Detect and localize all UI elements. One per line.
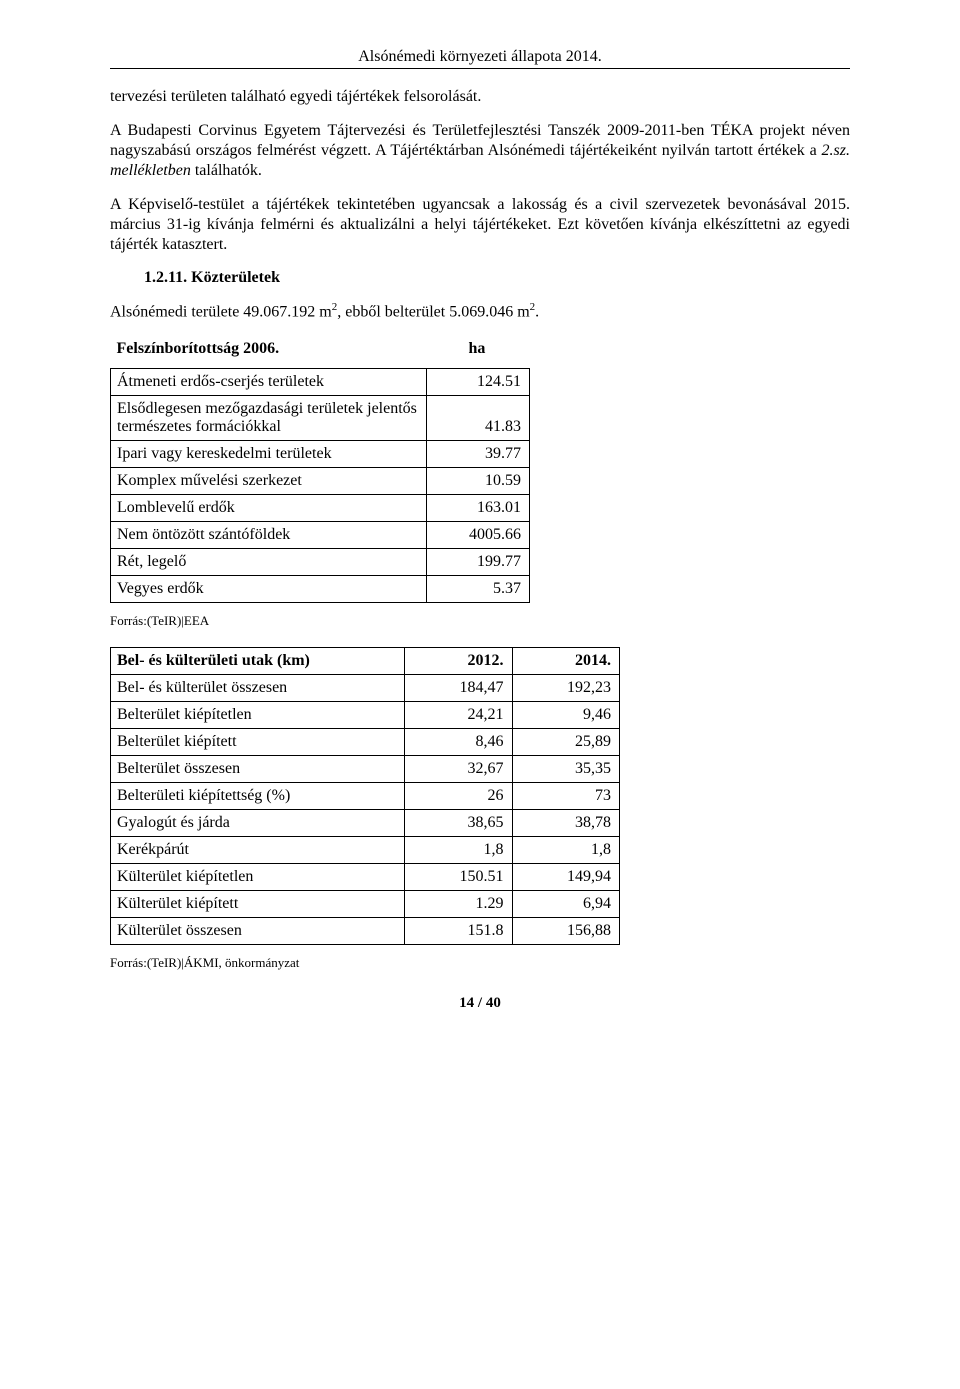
table-row: Külterület kiépítetlen 150.51 149,94	[111, 864, 620, 891]
table-row: Külterület kiépített 1.29 6,94	[111, 891, 620, 918]
table-row: Gyalogút és járda 38,65 38,78	[111, 810, 620, 837]
section-heading: 1.2.11. Közterületek	[144, 269, 850, 287]
cell: Külterület kiépített	[111, 891, 405, 918]
cell: 8,46	[405, 729, 512, 756]
cell: 35,35	[512, 756, 619, 783]
cell-label: Vegyes erdők	[111, 576, 427, 603]
cell: 156,88	[512, 918, 619, 945]
table-row: Vegyes erdők 5.37	[111, 576, 530, 603]
table2-source: Forrás:(TeIR)|ÁKMI, önkormányzat	[110, 955, 850, 971]
table1-source: Forrás:(TeIR)|EEA	[110, 613, 850, 629]
cell-value: 199.77	[426, 549, 529, 576]
cell: Belterületi kiépítettség (%)	[111, 783, 405, 810]
cell: Külterület összesen	[111, 918, 405, 945]
cell-value: 4005.66	[426, 522, 529, 549]
cell: 150.51	[405, 864, 512, 891]
cell: Belterület kiépítetlen	[111, 702, 405, 729]
table-row: Belterületi kiépítettség (%) 26 73	[111, 783, 620, 810]
cell: Belterület összesen	[111, 756, 405, 783]
table-row: Bel- és külterületi utak (km) 2012. 2014…	[111, 648, 620, 675]
table-row: Belterület összesen 32,67 35,35	[111, 756, 620, 783]
paragraph-2: A Budapesti Corvinus Egyetem Tájtervezés…	[110, 121, 850, 181]
cell-label: Rét, legelő	[111, 549, 427, 576]
table-row: Nem öntözött szántóföldek 4005.66	[111, 522, 530, 549]
cell-label: Komplex művelési szerkezet	[111, 468, 427, 495]
cell: 38,65	[405, 810, 512, 837]
cell: 151.8	[405, 918, 512, 945]
table-row: Átmeneti erdős-cserjés területek 124.51	[111, 369, 530, 396]
cell-label: Elsődlegesen mezőgazdasági területek jel…	[111, 396, 427, 441]
cell: Gyalogút és járda	[111, 810, 405, 837]
roads-table: Bel- és külterületi utak (km) 2012. 2014…	[110, 647, 620, 945]
cell: 1,8	[512, 837, 619, 864]
cell: 149,94	[512, 864, 619, 891]
cell: 1,8	[405, 837, 512, 864]
table-row: Külterület összesen 151.8 156,88	[111, 918, 620, 945]
cell: Külterület kiépítetlen	[111, 864, 405, 891]
page-number: 14 / 40	[110, 995, 850, 1012]
cell-value: 163.01	[426, 495, 529, 522]
cell: 26	[405, 783, 512, 810]
table-row: Elsődlegesen mezőgazdasági területek jel…	[111, 396, 530, 441]
cell: 192,23	[512, 675, 619, 702]
th-2: 2014.	[512, 648, 619, 675]
paragraph-1: tervezési területen található egyedi táj…	[110, 87, 850, 107]
cell: 25,89	[512, 729, 619, 756]
header-title: Alsónémedi környezeti állapota 2014.	[358, 48, 601, 65]
cell-value: 124.51	[426, 369, 529, 396]
cell: 6,94	[512, 891, 619, 918]
cell-value: 10.59	[426, 468, 529, 495]
cell: 184,47	[405, 675, 512, 702]
table1-title: Felszínborítottság 2006.	[111, 336, 427, 369]
th-0: Bel- és külterületi utak (km)	[111, 648, 405, 675]
cell-label: Ipari vagy kereskedelmi területek	[111, 441, 427, 468]
cell-label: Átmeneti erdős-cserjés területek	[111, 369, 427, 396]
cell-label: Nem öntözött szántóföldek	[111, 522, 427, 549]
table-row: Rét, legelő 199.77	[111, 549, 530, 576]
cell: 38,78	[512, 810, 619, 837]
cell-value: 41.83	[426, 396, 529, 441]
table-row: Bel- és külterület összesen 184,47 192,2…	[111, 675, 620, 702]
paragraph-2a: A Budapesti Corvinus Egyetem Tájtervezés…	[110, 122, 850, 159]
table-row: Ipari vagy kereskedelmi területek 39.77	[111, 441, 530, 468]
th-1: 2012.	[405, 648, 512, 675]
table1-unit: ha	[426, 336, 529, 369]
area-post: .	[535, 303, 539, 320]
cell: 9,46	[512, 702, 619, 729]
cell: 1.29	[405, 891, 512, 918]
area-mid: , ebből belterület 5.069.046 m	[337, 303, 529, 320]
cell: 73	[512, 783, 619, 810]
page-header: Alsónémedi környezeti állapota 2014.	[110, 48, 850, 69]
cell: Kerékpárút	[111, 837, 405, 864]
paragraph-2b: találhatók.	[191, 162, 262, 179]
cell: Bel- és külterület összesen	[111, 675, 405, 702]
table-row: Lomblevelű erdők 163.01	[111, 495, 530, 522]
table-row: Belterület kiépítetlen 24,21 9,46	[111, 702, 620, 729]
paragraph-3: A Képviselő-testület a tájértékek tekint…	[110, 195, 850, 255]
table-row: Belterület kiépített 8,46 25,89	[111, 729, 620, 756]
area-pre: Alsónémedi területe 49.067.192 m	[110, 303, 332, 320]
table-row: Komplex művelési szerkezet 10.59	[111, 468, 530, 495]
cell: 24,21	[405, 702, 512, 729]
table-row: Felszínborítottság 2006. ha	[111, 336, 530, 369]
cell: Belterület kiépített	[111, 729, 405, 756]
cell-value: 39.77	[426, 441, 529, 468]
cell-value: 5.37	[426, 576, 529, 603]
land-cover-table: Felszínborítottság 2006. ha Átmeneti erd…	[110, 336, 530, 603]
table-row: Kerékpárút 1,8 1,8	[111, 837, 620, 864]
area-line: Alsónémedi területe 49.067.192 m2, ebből…	[110, 301, 850, 322]
document-page: Alsónémedi környezeti állapota 2014. ter…	[0, 0, 960, 1389]
cell: 32,67	[405, 756, 512, 783]
cell-label: Lomblevelű erdők	[111, 495, 427, 522]
